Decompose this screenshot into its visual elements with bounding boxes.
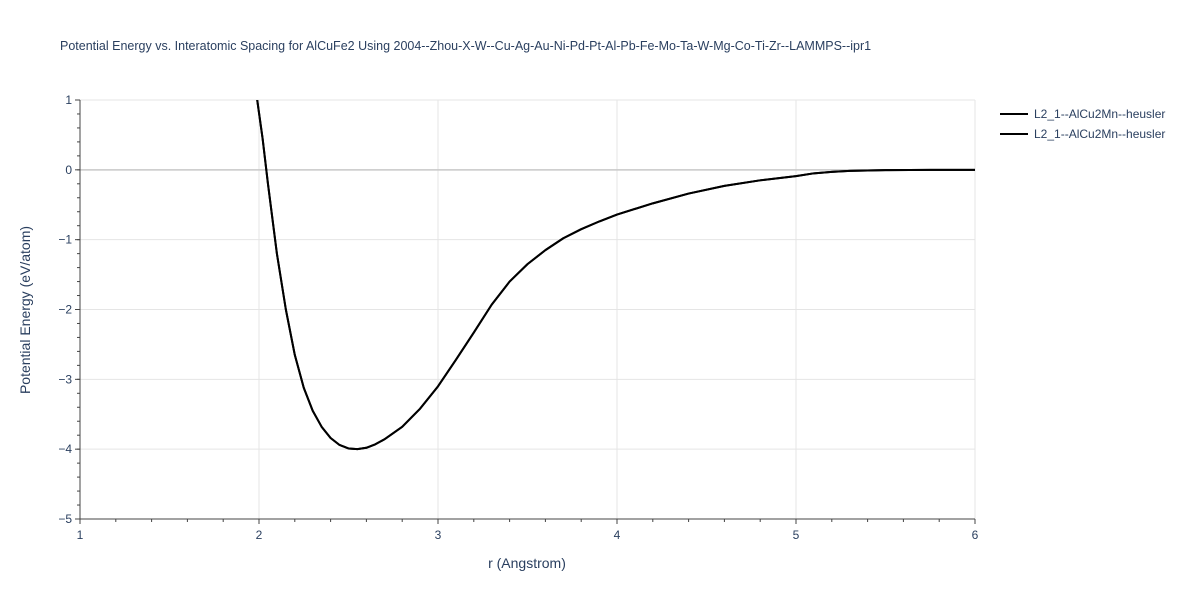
y-axis-title: Potential Energy (eV/atom) — [17, 226, 33, 394]
x-axis-title: r (Angstrom) — [488, 555, 566, 571]
y-tick-label: 0 — [65, 163, 72, 177]
legend-label: L2_1--AlCu2Mn--heusler — [1034, 127, 1165, 141]
legend-item-1[interactable]: L2_1--AlCu2Mn--heusler — [1000, 107, 1165, 121]
y-tick-label: −1 — [58, 233, 72, 247]
axes — [75, 99, 976, 524]
y-tick-label: 1 — [65, 93, 72, 107]
y-tick-label: −3 — [58, 372, 72, 386]
x-tick-label: 3 — [435, 528, 442, 542]
x-tick-label: 1 — [77, 528, 84, 542]
y-tick-label: −5 — [58, 512, 72, 526]
x-tick-label: 5 — [793, 528, 800, 542]
x-tick-label: 4 — [614, 528, 621, 542]
series-line-2 — [256, 100, 975, 451]
y-tick-label: −2 — [58, 303, 72, 317]
chart-title: Potential Energy vs. Interatomic Spacing… — [60, 39, 871, 53]
tick-labels: 1 2 3 4 5 6 1 0 −1 −2 −3 −4 −5 — [58, 93, 978, 542]
legend[interactable]: L2_1--AlCu2Mn--heusler L2_1--AlCu2Mn--heu… — [1000, 107, 1165, 141]
grid — [80, 99, 976, 519]
series-line-1 — [256, 100, 975, 451]
x-tick-label: 6 — [972, 528, 979, 542]
x-tick-label: 2 — [256, 528, 263, 542]
legend-item-2[interactable]: L2_1--AlCu2Mn--heusler — [1000, 127, 1165, 141]
y-tick-label: −4 — [58, 442, 72, 456]
legend-label: L2_1--AlCu2Mn--heusler — [1034, 107, 1165, 121]
plot-area — [256, 100, 975, 451]
